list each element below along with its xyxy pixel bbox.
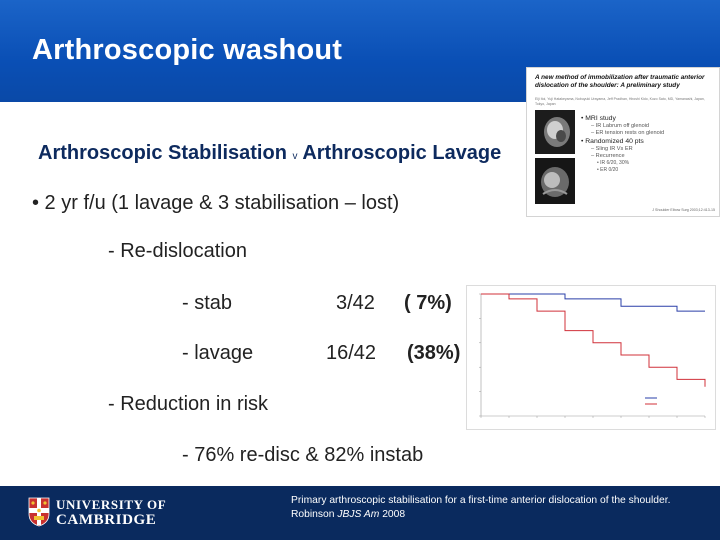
lavage-percent: (38%) bbox=[407, 342, 461, 364]
mri-image-top bbox=[535, 110, 575, 154]
follow-up-bullet: • 2 yr f/u (1 lavage & 3 stabilisation –… bbox=[32, 192, 400, 214]
university-line-1: UNIVERSITY OF bbox=[56, 497, 167, 512]
heading-versus: v bbox=[292, 151, 298, 162]
risk-reduction-detail: - 76% re-disc & 82% instab bbox=[182, 444, 424, 466]
footer-bar bbox=[0, 486, 720, 540]
reference-title: Primary arthroscopic stabilisation for a… bbox=[291, 495, 671, 506]
risk-reduction-label: - Reduction in risk bbox=[108, 393, 269, 415]
paper-bullet-item: • IR 6/20, 30% bbox=[597, 160, 630, 166]
series-line-stabilisation bbox=[481, 293, 705, 312]
paper-citation: J Shoulder Elbow Surg 2003;12:413-15 bbox=[652, 208, 715, 212]
paper-bullet-item: – Recurrence bbox=[591, 153, 625, 159]
university-line-2: CAMBRIDGE bbox=[56, 512, 157, 528]
cambridge-crest-icon bbox=[28, 497, 50, 527]
paper-thumbnail: A new method of immobilization after tra… bbox=[526, 67, 720, 217]
heading-lavage: Arthroscopic Lavage bbox=[302, 142, 502, 164]
series-line-lavage bbox=[481, 293, 706, 387]
paper-authors: Eiji Itoi, Yuji Hatakeyama, Nobuyuki Ura… bbox=[535, 97, 705, 106]
comparison-heading: Arthroscopic Stabilisation v Arthroscopi… bbox=[38, 142, 501, 165]
title-bar: Arthroscopic washout bbox=[0, 0, 720, 102]
lavage-value: 16/42 bbox=[326, 342, 377, 364]
reference-year: 2008 bbox=[379, 509, 406, 520]
lavage-label: - lavage bbox=[182, 342, 254, 364]
reference-journal: JBJS Am bbox=[337, 509, 380, 520]
slide-title: Arthroscopic washout bbox=[32, 34, 343, 66]
survival-chart bbox=[466, 285, 716, 430]
reference-author: Robinson bbox=[291, 509, 338, 520]
university-name: UNIVERSITY OF CAMBRIDGE bbox=[56, 497, 167, 529]
paper-bullet-item: – ER tension rests on glenoid bbox=[591, 130, 665, 136]
paper-title: A new method of immobilization after tra… bbox=[535, 74, 705, 89]
paper-bullet-item: – Sling IR Vs ER bbox=[591, 146, 633, 152]
paper-bullet-item: • Randomized 40 pts bbox=[581, 138, 644, 145]
paper-bullet-item: – IR Labrum off glenoid bbox=[591, 123, 650, 129]
mri-image-bottom bbox=[535, 158, 575, 204]
stab-percent: ( 7%) bbox=[404, 292, 452, 314]
footer-reference: Primary arthroscopic stabilisation for a… bbox=[291, 494, 716, 522]
stab-label: - stab bbox=[182, 292, 233, 314]
heading-stabilisation: Arthroscopic Stabilisation bbox=[38, 142, 287, 164]
redislocation-label: - Re-dislocation bbox=[108, 240, 247, 262]
paper-bullet-list: • MRI study – IR Labrum off glenoid – ER t… bbox=[581, 114, 719, 173]
paper-bullet-item: • ER 0/20 bbox=[597, 166, 619, 173]
paper-bullet-item: • MRI study bbox=[581, 115, 616, 122]
reference-citation: Robinson JBJS Am 2008 bbox=[291, 508, 716, 522]
stab-value: 3/42 bbox=[336, 292, 375, 314]
survival-chart-svg bbox=[479, 293, 706, 418]
